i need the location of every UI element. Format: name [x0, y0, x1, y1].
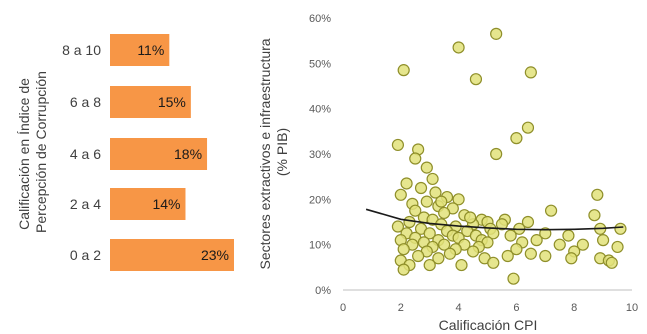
scatter-ylabel-line-1: Sectores extractivos e infraestructura: [257, 38, 273, 269]
scatter-point: [409, 204, 422, 217]
scatter-point: [391, 220, 405, 233]
bar-value-label: 11%: [137, 42, 164, 58]
scatter-ylabel-line-2: (% PIB): [274, 128, 290, 176]
bar-chart: Calificación en Índice de Percepción de …: [16, 34, 234, 271]
scatter-chart: Sectores extractivos e infraestructura (…: [257, 13, 638, 333]
scatter-point: [452, 193, 465, 206]
bar-category-label: 2 a 4: [70, 196, 101, 212]
scatter-point: [553, 238, 566, 251]
scatter-point: [438, 238, 451, 251]
bar-2: [110, 86, 191, 118]
bar-value-label: 14%: [152, 196, 180, 212]
bar-chart-ylabel: Calificación en Índice de Percepción de …: [16, 71, 49, 233]
bar-value-label: 23%: [201, 247, 229, 263]
y-tick-label: 10%: [309, 240, 331, 252]
bar-3: [110, 138, 208, 170]
scatter-point: [429, 186, 442, 199]
scatter-point: [420, 161, 433, 174]
scatter-point: [495, 218, 509, 231]
scatter-ylabel: Sectores extractivos e infraestructura (…: [257, 35, 290, 270]
y-tick-label: 40%: [309, 104, 331, 116]
bar-value-label: 18%: [174, 146, 202, 162]
scatter-point: [469, 73, 483, 86]
scatter-point: [426, 172, 439, 186]
scatter-point: [524, 66, 537, 79]
scatter-point: [397, 263, 410, 276]
y-tick-label: 60%: [309, 13, 331, 25]
scatter-point: [510, 243, 523, 256]
scatter-point: [487, 256, 500, 269]
y-tick-label: 50%: [309, 58, 331, 70]
scatter-points: [391, 27, 627, 285]
x-tick-label: 10: [626, 302, 638, 314]
scatter-point: [507, 272, 520, 285]
bar-5: [110, 239, 234, 271]
x-tick-label: 6: [513, 302, 519, 314]
scatter-point: [611, 240, 624, 254]
scatter-point: [397, 243, 410, 256]
scatter-point: [591, 188, 604, 201]
scatter-point: [539, 249, 552, 263]
scatter-point: [394, 188, 407, 201]
bar-category-label: 4 a 6: [70, 146, 101, 162]
bar-value-label: 15%: [158, 94, 186, 110]
bar-1: [110, 34, 170, 66]
scatter-point: [490, 27, 503, 40]
x-tick-label: 4: [456, 302, 462, 314]
scatter-point: [530, 234, 543, 247]
scatter-point: [501, 249, 514, 263]
scatter-point: [596, 234, 610, 247]
scatter-point: [397, 64, 410, 77]
scatter-point: [539, 227, 552, 240]
bar-category-label: 0 a 2: [70, 247, 101, 263]
scatter-trendline: [365, 208, 624, 231]
scatter-xlabel: Calificación CPI: [439, 317, 538, 333]
scatter-point: [452, 41, 465, 54]
y-tick-label: 0%: [315, 285, 331, 297]
scatter-point: [409, 152, 422, 165]
y-tick-label: 30%: [309, 149, 331, 161]
scatter-point: [521, 215, 535, 229]
scatter-point: [435, 195, 448, 208]
scatter-point: [576, 238, 589, 251]
bar-group: 11% 8 a 10 15% 6 a 8 18% 4 a 6 14% 2 a 4 23% 0 a …: [62, 34, 234, 271]
bar-category-label: 6 a 8: [70, 94, 101, 110]
y-tick-label: 20%: [309, 194, 331, 206]
scatter-point: [423, 258, 436, 272]
scatter-point: [455, 258, 468, 272]
x-tick-label: 8: [571, 302, 577, 314]
scatter-point: [412, 249, 425, 263]
scatter-point: [490, 147, 503, 161]
scatter-point: [565, 252, 578, 265]
scatter-point: [605, 256, 618, 269]
scatter-point: [420, 195, 433, 208]
scatter-ticks: 0 2 4 6 8 10 0% 10% 20% 30% 40% 50% 60%: [309, 13, 638, 314]
scatter-point: [562, 229, 575, 242]
scatter-point: [403, 215, 416, 229]
scatter-point: [443, 247, 457, 260]
scatter-point: [414, 181, 428, 195]
scatter-point: [466, 245, 480, 258]
scatter-point: [423, 227, 436, 240]
bar-chart-ylabel-line-1: Calificación en Índice de: [16, 78, 32, 230]
scatter-point: [391, 138, 405, 152]
scatter-point: [464, 211, 477, 224]
scatter-point: [432, 252, 445, 265]
bar-4: [110, 188, 186, 220]
bar-chart-ylabel-line-2: Percepción de Corrupción: [33, 71, 49, 233]
scatter-point: [544, 204, 558, 217]
scatter-point: [521, 121, 535, 134]
scatter-point: [614, 222, 627, 235]
scatter-point: [504, 229, 517, 242]
scatter-point: [438, 206, 451, 220]
scatter-point: [524, 247, 537, 260]
bar-category-label: 8 a 10: [62, 42, 101, 58]
x-tick-label: 2: [398, 302, 404, 314]
scatter-point: [510, 132, 523, 145]
x-tick-label: 0: [340, 302, 346, 314]
scatter-point: [588, 209, 601, 222]
scatter-point: [400, 177, 413, 190]
